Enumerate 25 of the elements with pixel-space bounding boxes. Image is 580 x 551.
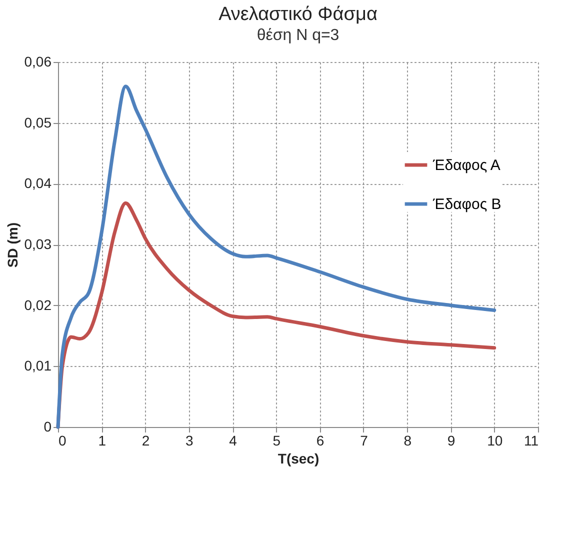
y-axis-title: SD (m) — [4, 222, 20, 268]
y-tick-label: 0,06 — [24, 54, 52, 70]
x-tick-label: 4 — [229, 432, 238, 448]
x-tick-label: 5 — [272, 432, 281, 448]
chart-subtitle: θέση N q=3 — [256, 27, 340, 44]
x-tick-label: 9 — [447, 432, 456, 448]
y-tick-label: 0,01 — [24, 358, 52, 374]
y-tick-label: 0,02 — [24, 296, 52, 313]
y-tick-label: 0,05 — [24, 114, 52, 130]
x-axis-title: T(sec) — [278, 450, 320, 466]
x-tick-label: 6 — [316, 432, 324, 448]
x-tick-label: 8 — [404, 432, 412, 448]
x-tick-label: 10 — [487, 432, 503, 448]
y-tick-label: 0,03 — [24, 236, 52, 252]
x-tick-label: 2 — [142, 432, 150, 448]
y-tick-label: 0 — [44, 418, 52, 434]
x-tick-label: 1 — [98, 432, 106, 448]
chart-title: Ανελαστικό Φάσμα — [218, 4, 378, 25]
y-tick-label: 0,04 — [24, 175, 52, 192]
x-tick-label: 11 — [524, 432, 539, 448]
legend-label: Έδαφος Α — [432, 157, 500, 174]
x-tick-label: 3 — [186, 432, 194, 448]
legend-label: Έδαφος Β — [432, 196, 502, 213]
x-tick-label: 7 — [360, 432, 368, 448]
x-tick-label: 0 — [58, 432, 66, 448]
